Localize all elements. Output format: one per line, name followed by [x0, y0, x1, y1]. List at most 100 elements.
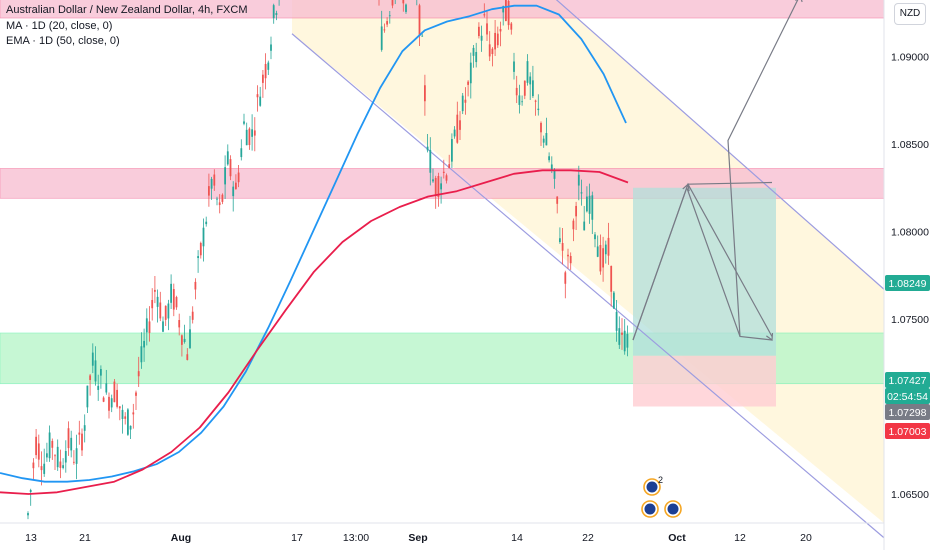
candle-body[interactable] [529, 76, 532, 85]
candle-body[interactable] [70, 437, 73, 451]
candle-body[interactable] [140, 346, 143, 363]
candle-body[interactable] [405, 4, 407, 12]
candle-body[interactable] [248, 128, 251, 146]
candle-body[interactable] [100, 369, 102, 376]
candle-body[interactable] [488, 44, 491, 57]
candle-body[interactable] [467, 81, 469, 85]
candle-body[interactable] [221, 194, 224, 202]
projection-path-c[interactable] [686, 188, 773, 341]
candle-body[interactable] [151, 299, 154, 309]
candle-body[interactable] [156, 296, 159, 307]
candle-body[interactable] [556, 196, 559, 204]
candle-body[interactable] [137, 371, 140, 377]
candle-body[interactable] [35, 436, 37, 456]
candle-body[interactable] [426, 146, 429, 151]
candle-body[interactable] [67, 428, 70, 449]
candle-body[interactable] [505, 0, 507, 22]
candle-body[interactable] [275, 13, 278, 15]
candle-body[interactable] [613, 292, 615, 309]
candle-body[interactable] [402, 0, 405, 4]
candle-body[interactable] [75, 448, 78, 464]
candle-body[interactable] [564, 272, 567, 284]
candle-body[interactable] [421, 35, 424, 37]
candle-body[interactable] [270, 44, 272, 51]
candle-body[interactable] [64, 451, 67, 463]
candle-body[interactable] [580, 192, 583, 194]
stop-box[interactable] [633, 355, 776, 407]
candle-body[interactable] [380, 26, 383, 50]
candle-body[interactable] [448, 164, 451, 169]
candle-body[interactable] [91, 352, 94, 366]
candle-body[interactable] [48, 432, 51, 459]
candle-body[interactable] [577, 174, 580, 186]
candle-body[interactable] [235, 182, 237, 190]
candle-body[interactable] [237, 172, 240, 183]
candle-body[interactable] [429, 149, 432, 173]
candle-body[interactable] [205, 221, 208, 225]
ema-line[interactable] [0, 169, 629, 495]
candle-body[interactable] [553, 169, 556, 179]
candle-body[interactable] [451, 139, 453, 162]
candle-body[interactable] [240, 148, 243, 158]
candle-body[interactable] [475, 52, 478, 63]
candle-body[interactable] [542, 138, 545, 143]
candle-body[interactable] [245, 129, 248, 146]
candle-body[interactable] [545, 132, 548, 146]
ma-line[interactable] [0, 4, 627, 483]
candle-body[interactable] [259, 96, 262, 106]
candle-body[interactable] [513, 61, 515, 72]
candle-body[interactable] [54, 455, 56, 457]
candle-body[interactable] [191, 311, 194, 320]
candle-body[interactable] [442, 171, 445, 173]
candle-body[interactable] [43, 463, 46, 474]
candle-body[interactable] [102, 397, 105, 402]
channel-lower-line[interactable] [291, 33, 885, 539]
candle-body[interactable] [478, 26, 480, 37]
candle-body[interactable] [78, 432, 81, 435]
candle-body[interactable] [456, 114, 459, 143]
candle-body[interactable] [183, 338, 186, 342]
candle-body[interactable] [534, 100, 537, 102]
candle-body[interactable] [596, 246, 599, 257]
candle-body[interactable] [445, 175, 448, 181]
candle-body[interactable] [550, 164, 553, 171]
candle-body[interactable] [181, 335, 183, 345]
candle-body[interactable] [145, 318, 148, 333]
candle-body[interactable] [515, 87, 518, 96]
candle-body[interactable] [135, 392, 137, 396]
candle-body[interactable] [129, 425, 132, 430]
candle-body[interactable] [496, 33, 499, 46]
candle-body[interactable] [464, 99, 467, 103]
candle-body[interactable] [118, 406, 121, 409]
candle-body[interactable] [434, 177, 437, 196]
candle-body[interactable] [113, 381, 116, 403]
candle-body[interactable] [532, 80, 534, 97]
candle-body[interactable] [594, 234, 596, 240]
candle-body[interactable] [453, 129, 456, 137]
candle-body[interactable] [424, 85, 426, 102]
candle-body[interactable] [621, 332, 623, 335]
candle-body[interactable] [110, 398, 113, 408]
candle-body[interactable] [86, 385, 89, 408]
candle-body[interactable] [432, 179, 434, 182]
candle-body[interactable] [218, 202, 221, 206]
candle-body[interactable] [461, 95, 464, 112]
candle-body[interactable] [523, 80, 526, 96]
candle-body[interactable] [213, 174, 216, 186]
candle-body[interactable] [232, 186, 235, 197]
candle-body[interactable] [618, 328, 621, 345]
candle-body[interactable] [526, 61, 529, 83]
currency-selector[interactable]: NZD [894, 3, 926, 25]
candle-body[interactable] [575, 205, 577, 217]
candle-body[interactable] [162, 321, 164, 332]
candle-body[interactable] [170, 283, 172, 303]
candle-body[interactable] [483, 14, 486, 16]
candle-body[interactable] [569, 255, 572, 264]
symbol-title[interactable]: Australian Dollar / New Zealand Dollar, … [6, 4, 248, 16]
candle-body[interactable] [469, 62, 472, 84]
candle-body[interactable] [59, 461, 62, 468]
candle-body[interactable] [197, 256, 199, 259]
candle-body[interactable] [386, 21, 388, 25]
candle-body[interactable] [178, 320, 181, 328]
candle-body[interactable] [591, 195, 594, 220]
